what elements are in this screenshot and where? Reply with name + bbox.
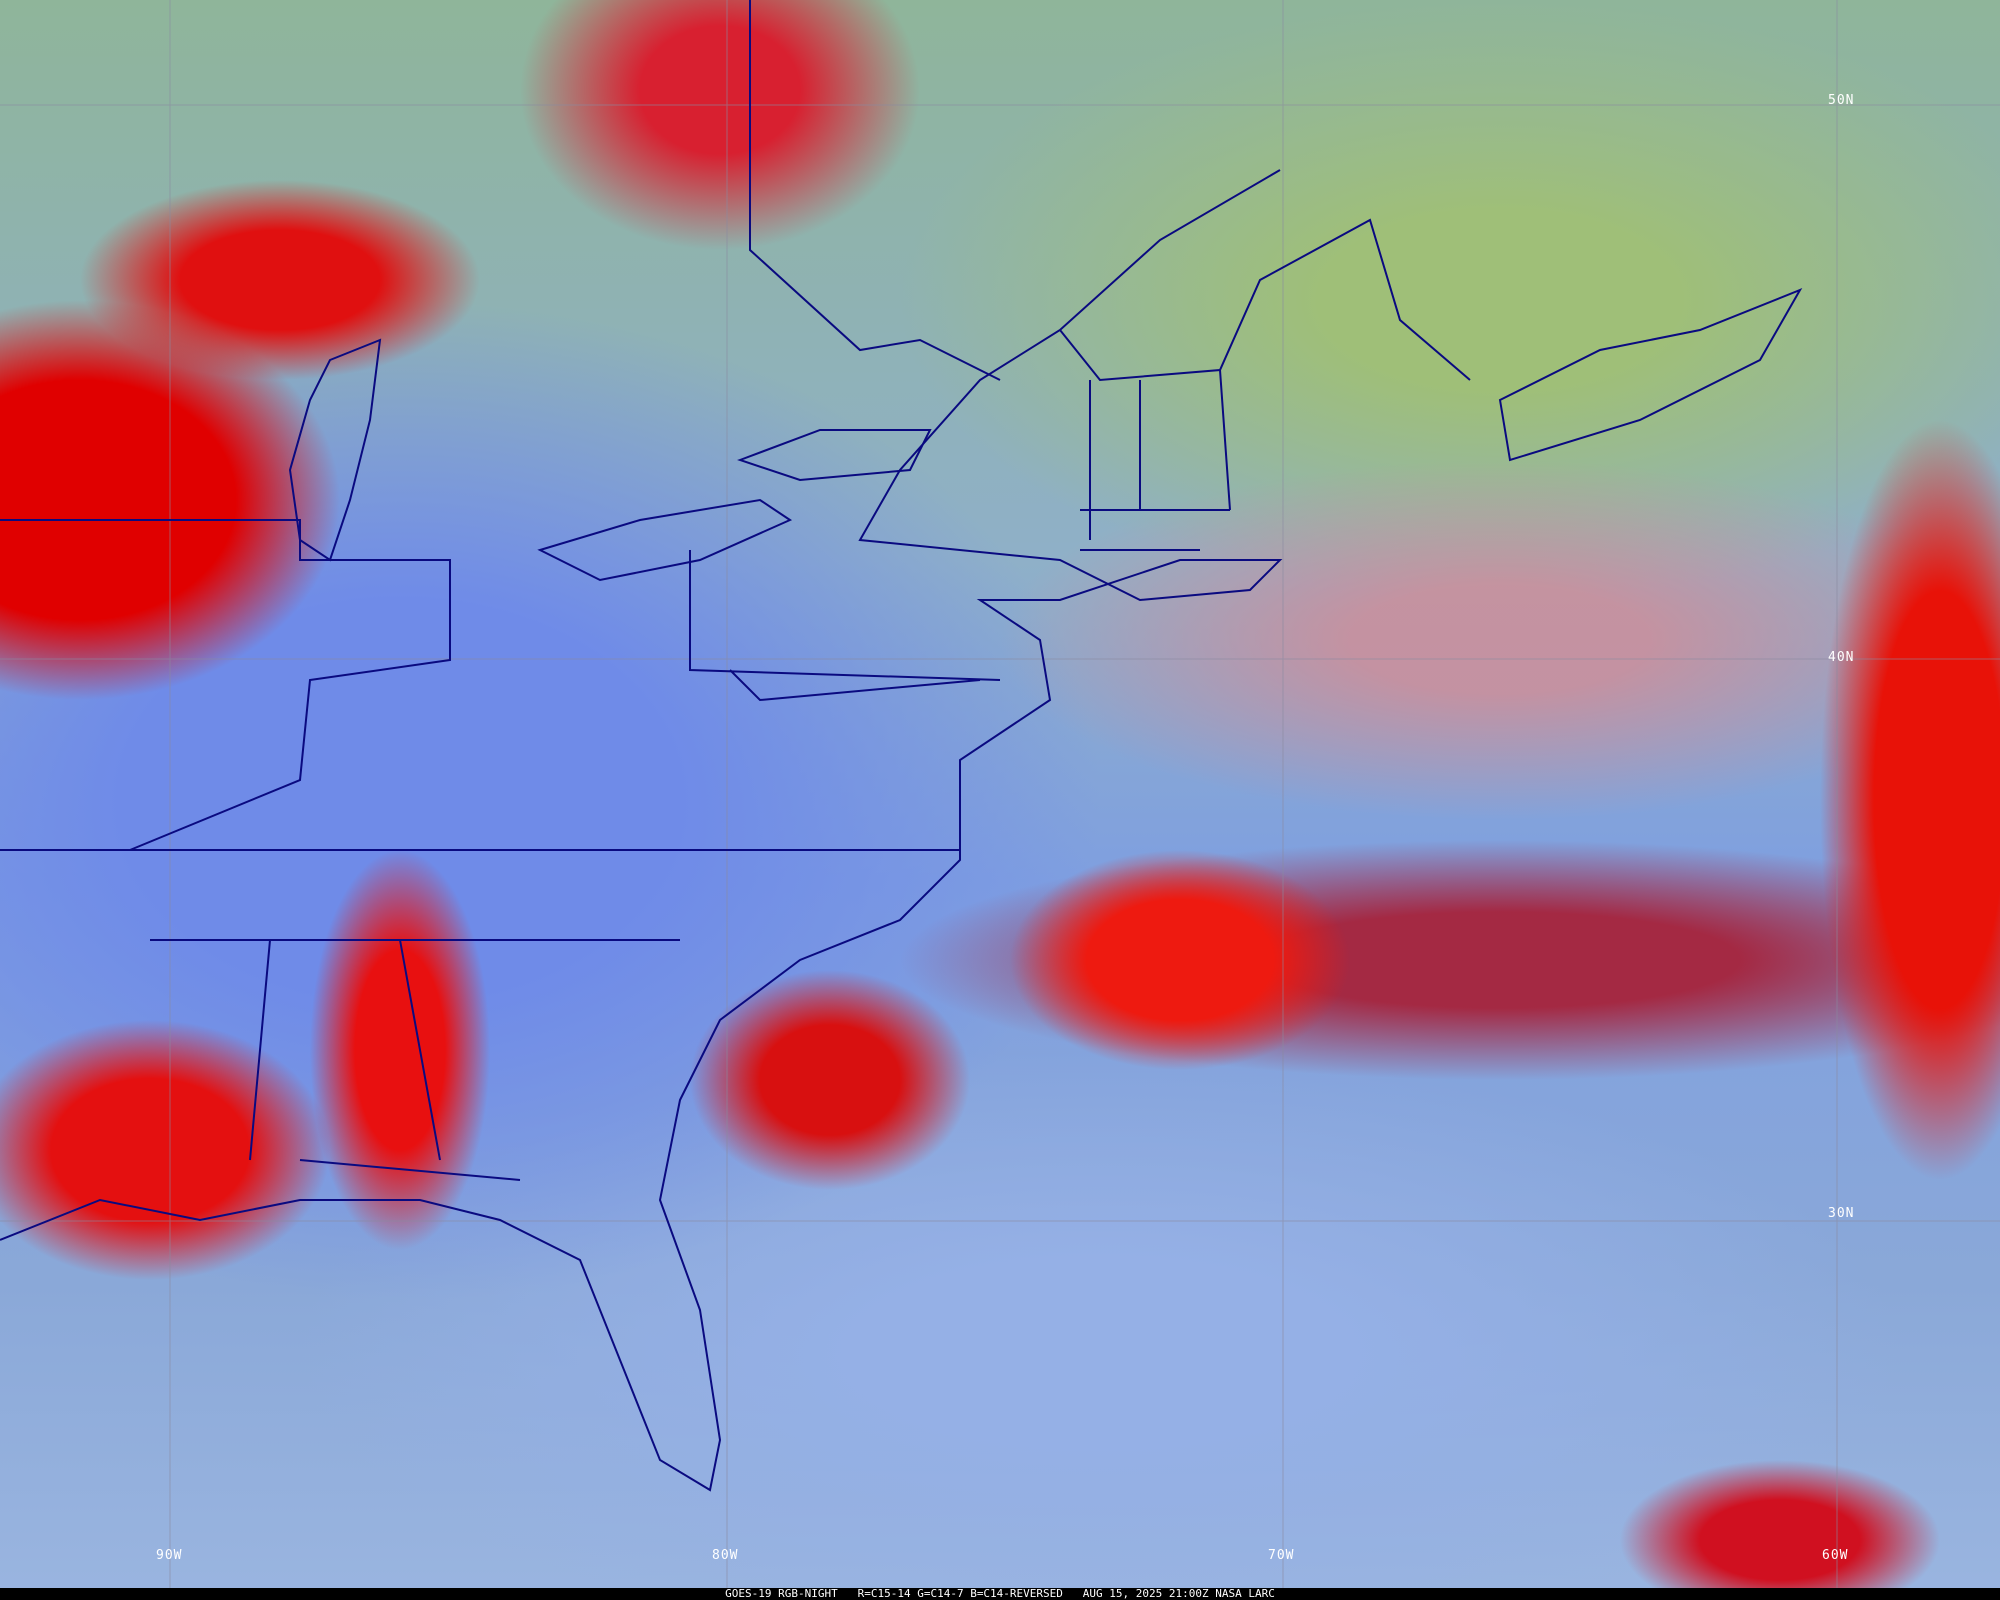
longitude-label-80w: 80W [712,1548,739,1563]
boundaries [0,0,1803,1492]
lake-ontario [737,429,932,482]
longitude-label-60w: 60W [1822,1548,1849,1563]
nova-scotia [1498,288,1803,462]
longitude-label-70w: 70W [1268,1548,1295,1563]
east-coast [0,169,1283,1492]
latitude-label-50n: 50N [1828,93,1855,108]
latitude-label-30n: 30N [1828,1206,1855,1221]
latitude-label-40n: 40N [1828,650,1855,665]
lake-erie [537,498,793,582]
lake-michigan [288,338,382,562]
canada-border [749,0,1471,382]
longitude-label-90w: 90W [156,1548,183,1563]
image-caption: GOES-19 RGB-NIGHT R=C15-14 G=C14-7 B=C14… [0,1588,2000,1600]
state-lines [0,369,1231,1181]
